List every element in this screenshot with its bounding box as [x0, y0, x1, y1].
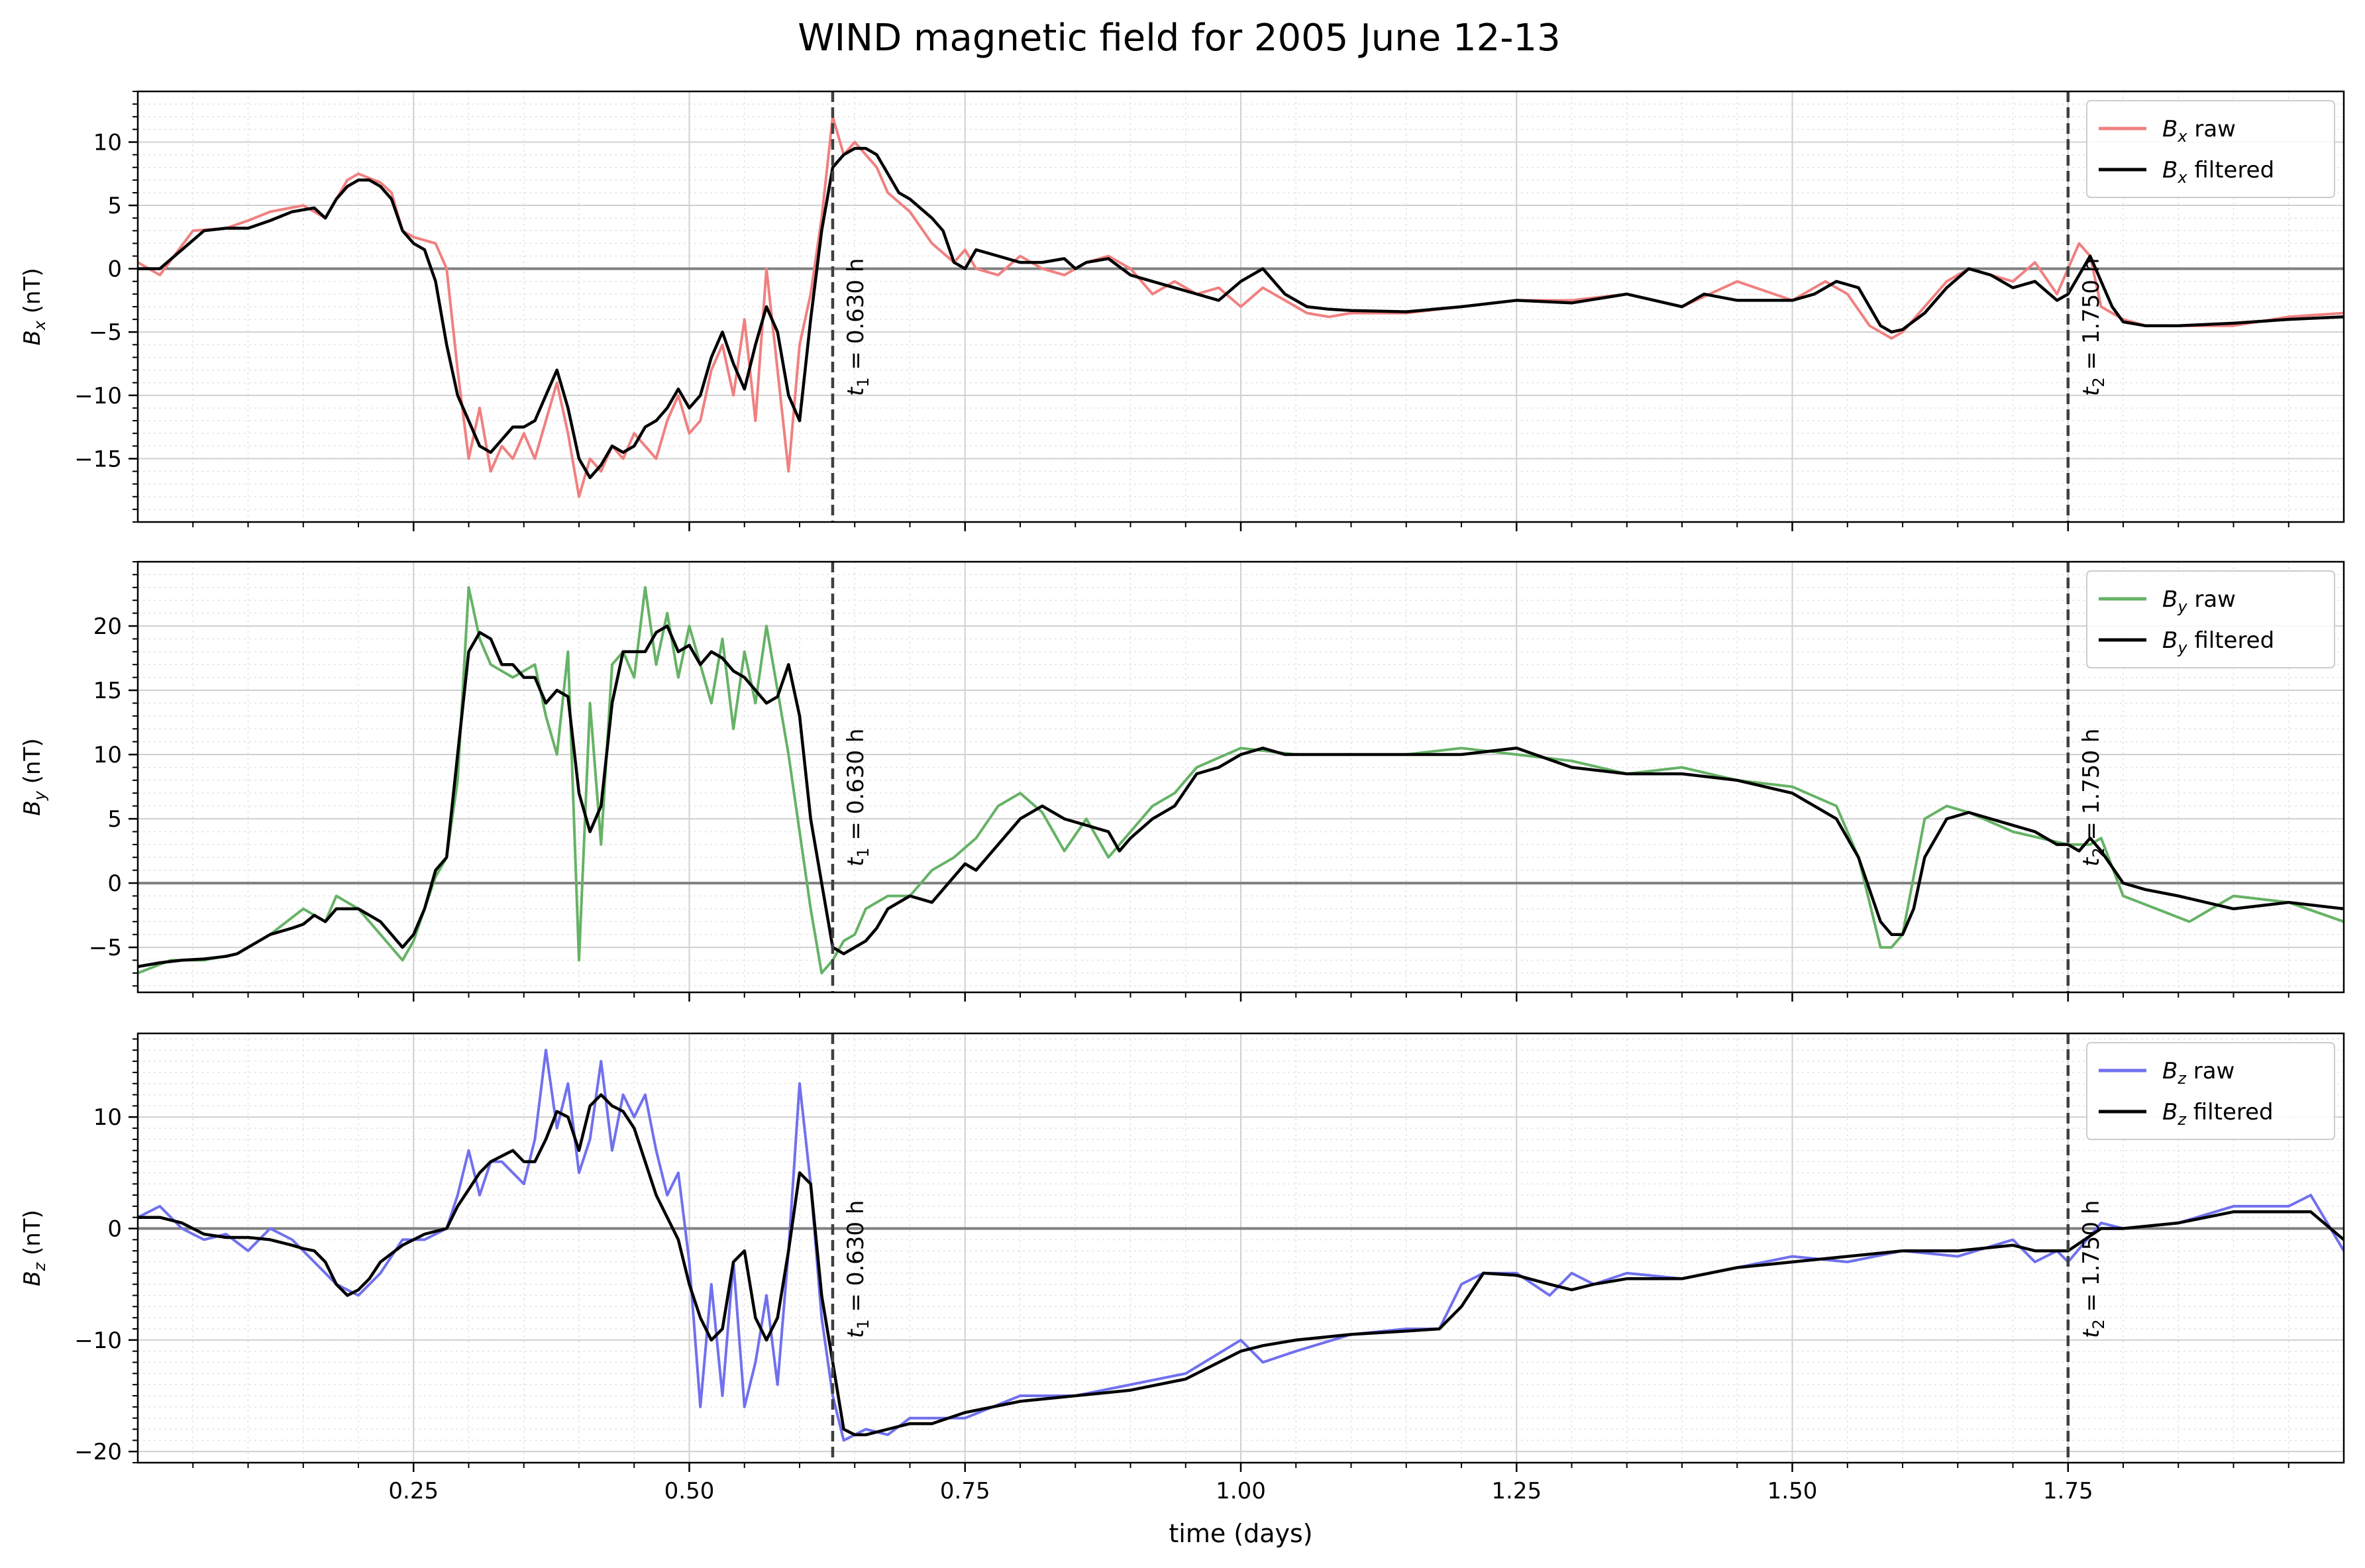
- legend-label-filtered: Bx filtered: [2162, 157, 2274, 187]
- legend-label-raw: By raw: [2162, 586, 2236, 616]
- panel-y: t1 = 0.630 h t2 = 1.750 h 20 15 10 5 0 −5 By (nT…: [19, 560, 2345, 1002]
- y-tick-label: −10: [74, 383, 122, 409]
- y-tick-label: −20: [74, 1439, 122, 1465]
- panel-z: t1 = 0.630 h t2 = 1.750 h 10 0 −10 −20 Bz (nT)…: [19, 1032, 2345, 1504]
- x-tick-label: 0.50: [664, 1478, 715, 1504]
- major-grid: [138, 91, 2344, 522]
- x-ticks: [192, 522, 2289, 531]
- event-label-2: t2 = 1.750 h: [2078, 1200, 2108, 1338]
- panels: t1 = 0.630 h t2 = 1.750 h 10 5 0 −5 −10 −15 Bx (…: [19, 90, 2345, 1504]
- figure-title: WIND magnetic field for 2005 June 12-13: [798, 17, 1560, 60]
- y-tick-label: −10: [74, 1328, 122, 1354]
- x-tick-label: 1.50: [1767, 1478, 1818, 1504]
- y-tick-label: 0: [107, 1216, 122, 1243]
- event-label-2: t2 = 1.750 h: [2078, 258, 2108, 396]
- x-ticks: [192, 1463, 2289, 1472]
- legend: Bz raw Bz filtered: [2086, 1042, 2335, 1140]
- x-ticks: [192, 992, 2289, 1002]
- series-raw-line: [138, 1049, 2344, 1442]
- legend-label-raw: Bx raw: [2162, 116, 2236, 146]
- series-filtered-line: [138, 1093, 2344, 1437]
- y-ticks: 10 0 −10 −20: [74, 1038, 138, 1465]
- y-tick-label: 15: [93, 678, 122, 704]
- series-filtered-line: [138, 146, 2344, 480]
- event-label-2: t2 = 1.750 h: [2078, 729, 2108, 866]
- y-ticks: 10 5 0 −5 −10 −15: [74, 91, 138, 523]
- y-tick-label: 20: [93, 613, 122, 640]
- y-tick-label: 10: [93, 1104, 122, 1131]
- event-label-1: t1 = 0.630 h: [843, 258, 872, 396]
- y-tick-label: 0: [107, 870, 122, 897]
- y-tick-label: 10: [93, 742, 122, 768]
- x-tick-label: 1.75: [2043, 1478, 2093, 1504]
- y-tick-label: −5: [89, 935, 122, 961]
- y-axis-label: Bx (nT): [19, 268, 49, 345]
- y-ticks: 20 15 10 5 0 −5: [89, 561, 138, 987]
- y-axis-label: By (nT): [19, 738, 49, 815]
- y-tick-label: 5: [107, 193, 122, 219]
- x-tick-label: 1.00: [1216, 1478, 1266, 1504]
- legend-label-filtered: Bz filtered: [2162, 1099, 2274, 1129]
- legend-box: [2086, 100, 2335, 198]
- series-filtered-line: [138, 624, 2344, 968]
- legend-box: [2086, 570, 2335, 668]
- y-tick-label: −5: [89, 319, 122, 346]
- y-tick-label: 10: [93, 129, 122, 156]
- y-tick-label: 5: [107, 806, 122, 833]
- x-tick-label: 0.75: [940, 1478, 990, 1504]
- y-tick-label: 0: [107, 256, 122, 283]
- panel-x: t1 = 0.630 h t2 = 1.750 h 10 5 0 −5 −10 −15 Bx (…: [19, 90, 2345, 531]
- x-tick-label: 0.25: [388, 1478, 439, 1504]
- legend-box: [2086, 1042, 2335, 1140]
- event-label-1: t1 = 0.630 h: [843, 1200, 872, 1338]
- y-tick-label: −15: [74, 446, 122, 472]
- legend: By raw By filtered: [2086, 570, 2335, 668]
- series-raw-line: [138, 115, 2344, 498]
- legend-label-filtered: By filtered: [2162, 627, 2274, 657]
- event-label-1: t1 = 0.630 h: [843, 729, 872, 866]
- y-axis-label: Bz (nT): [19, 1210, 49, 1286]
- x-axis-label: time (days): [1169, 1519, 1312, 1548]
- x-tick-labels: 0.25 0.50 0.75 1.00 1.25 1.50 1.75: [388, 1478, 2093, 1504]
- legend: Bx raw Bx filtered: [2086, 100, 2335, 198]
- x-tick-label: 1.25: [1491, 1478, 1542, 1504]
- legend-label-raw: Bz raw: [2162, 1058, 2234, 1088]
